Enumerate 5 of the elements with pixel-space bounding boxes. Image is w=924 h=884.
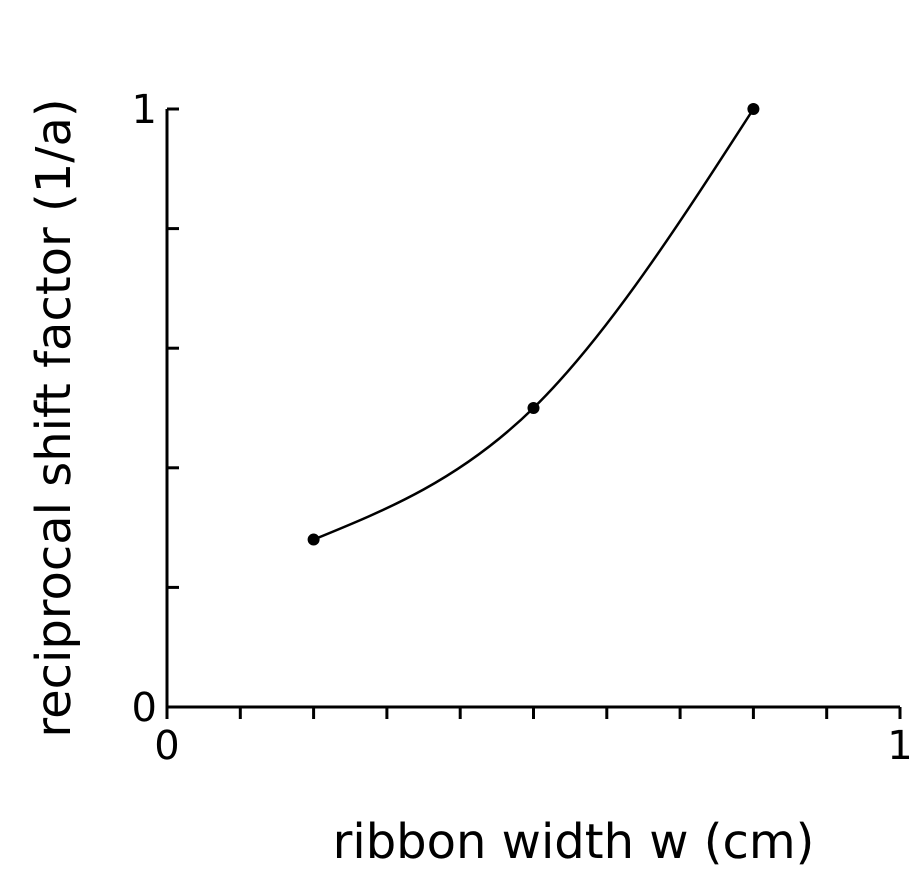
y-axis-title: reciprocal shift factor (1/a) [26, 98, 82, 738]
point [747, 103, 760, 115]
point [528, 402, 540, 414]
x-axis-title: ribbon width w (cm) [332, 814, 814, 870]
point [308, 534, 320, 546]
